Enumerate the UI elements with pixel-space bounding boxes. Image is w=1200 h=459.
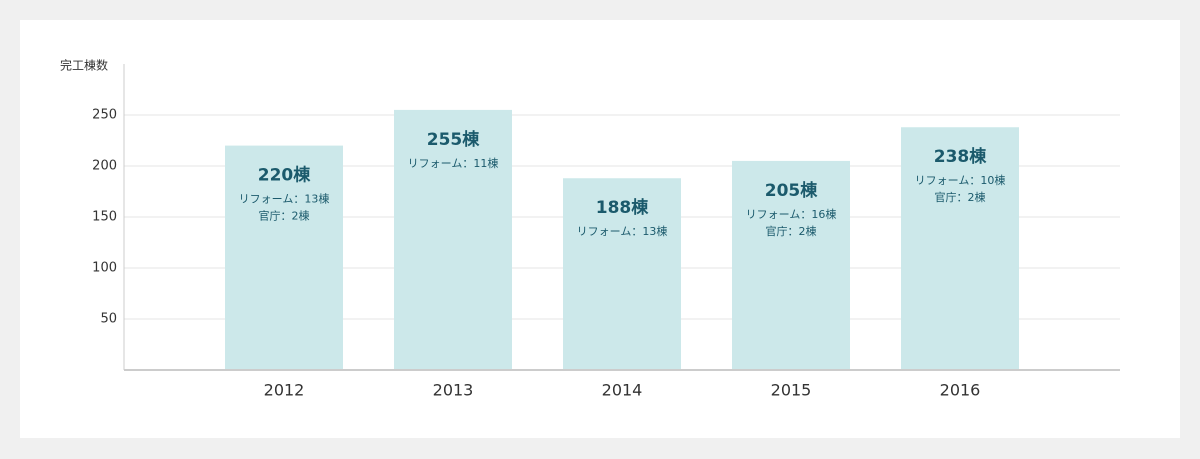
y-tick-label: 200 — [92, 159, 117, 174]
x-tick-label: 2012 — [264, 381, 305, 400]
y-tick-label: 150 — [92, 210, 117, 225]
bar-note: リフォーム：10棟 — [915, 173, 1006, 187]
bar — [394, 109, 512, 371]
bar — [563, 178, 681, 370]
value-label: 220棟 — [258, 165, 311, 186]
value-label: 188棟 — [596, 197, 649, 218]
y-axis-label: 完工棟数 — [60, 58, 108, 73]
bar — [225, 145, 343, 370]
bar-note: リフォーム：13棟 — [239, 192, 330, 206]
y-tick-label: 250 — [92, 108, 117, 123]
x-tick-label: 2015 — [771, 381, 812, 400]
bar-note: 官庁：2棟 — [935, 190, 986, 204]
value-label: 255棟 — [427, 129, 480, 150]
bar-note: 官庁：2棟 — [766, 224, 817, 238]
bar-note: リフォーム：11棟 — [408, 156, 499, 170]
y-tick-label: 50 — [100, 312, 117, 327]
value-label: 238棟 — [934, 146, 987, 167]
bar — [901, 127, 1019, 371]
y-tick-label: 100 — [92, 261, 117, 276]
bar — [732, 160, 850, 370]
x-tick-label: 2013 — [433, 381, 474, 400]
bar-note: リフォーム：13棟 — [577, 224, 668, 238]
bar-note: 官庁：2棟 — [259, 209, 310, 223]
x-tick-label: 2014 — [602, 381, 643, 400]
value-label: 205棟 — [765, 180, 818, 201]
x-tick-label: 2016 — [940, 381, 981, 400]
bar-note: リフォーム：16棟 — [746, 207, 837, 221]
